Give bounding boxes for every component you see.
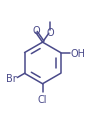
Text: O: O	[32, 26, 40, 36]
Text: Cl: Cl	[38, 94, 47, 104]
Text: OH: OH	[71, 48, 86, 58]
Text: Br: Br	[6, 73, 16, 83]
Text: O: O	[47, 28, 54, 38]
